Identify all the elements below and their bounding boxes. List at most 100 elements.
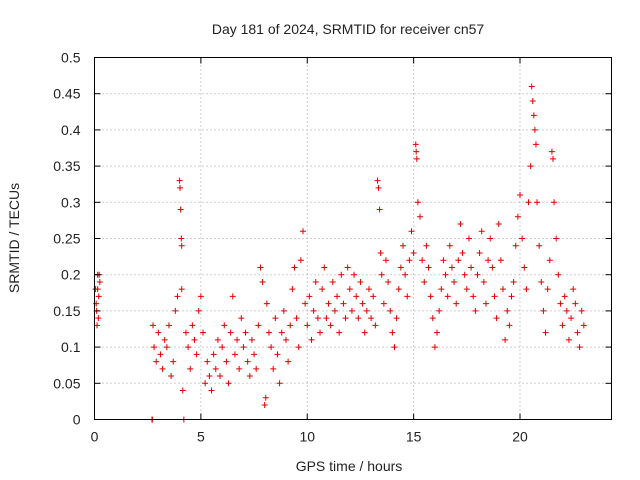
data-point	[374, 177, 381, 184]
data-point	[519, 235, 526, 242]
tick-labels: 0 0.05 0.1 0.15 0.2 0.25 0.3 0.35 0.4 0.45 0.5 0 5 10…	[53, 50, 528, 445]
data-point	[549, 155, 556, 162]
data-point	[414, 199, 421, 206]
data-point	[461, 271, 468, 278]
data-point	[304, 322, 311, 329]
data-point	[551, 199, 558, 206]
data-point	[293, 315, 300, 322]
data-point	[534, 199, 541, 206]
data-point	[546, 257, 553, 264]
data-point	[94, 286, 101, 293]
data-point	[242, 329, 249, 336]
data-point	[262, 394, 269, 401]
y-tick-label: 0.3	[61, 194, 81, 210]
data-point	[210, 351, 217, 358]
data-point	[506, 322, 513, 329]
y-tick-label: 0.45	[53, 86, 80, 102]
data-point	[353, 293, 360, 300]
data-point	[393, 315, 400, 322]
data-point	[455, 257, 462, 264]
data-point	[338, 271, 345, 278]
data-point	[412, 141, 419, 148]
data-point	[438, 286, 445, 293]
data-point	[555, 271, 562, 278]
y-tick-label: 0.15	[53, 303, 80, 319]
data-point	[208, 387, 215, 394]
data-point	[565, 336, 572, 343]
data-point	[478, 228, 485, 235]
data-point	[297, 257, 304, 264]
data-point	[270, 365, 277, 372]
data-point	[153, 358, 160, 365]
data-point	[178, 286, 185, 293]
y-tick-label: 0.05	[53, 375, 80, 391]
data-point	[363, 307, 370, 314]
data-point	[221, 322, 228, 329]
data-point	[246, 373, 253, 380]
data-point	[274, 351, 281, 358]
data-point	[489, 264, 496, 271]
data-point	[150, 322, 157, 329]
data-point	[375, 184, 382, 191]
data-point	[368, 315, 375, 322]
data-point	[321, 264, 328, 271]
data-point	[300, 228, 307, 235]
data-point	[402, 271, 409, 278]
data-point	[189, 322, 196, 329]
y-tick-label: 0.2	[61, 267, 81, 283]
y-tick-label: 0.1	[61, 339, 81, 355]
data-point	[542, 329, 549, 336]
data-point	[151, 344, 158, 351]
data-point	[177, 206, 184, 213]
data-point	[178, 235, 185, 242]
data-point	[540, 307, 547, 314]
data-point	[172, 307, 179, 314]
data-point	[538, 278, 545, 285]
data-point	[176, 177, 183, 184]
data-point	[276, 380, 283, 387]
data-point	[523, 286, 530, 293]
data-point	[94, 322, 101, 329]
data-point	[408, 228, 415, 235]
data-point	[559, 322, 566, 329]
data-point	[185, 344, 192, 351]
data-point	[391, 344, 398, 351]
data-point	[495, 221, 502, 228]
data-point	[285, 358, 292, 365]
data-point	[442, 271, 449, 278]
data-point	[95, 293, 102, 300]
data-point	[191, 336, 198, 343]
data-point	[482, 300, 489, 307]
data-point	[387, 307, 394, 314]
data-point	[200, 329, 207, 336]
data-point	[96, 278, 103, 285]
data-point	[329, 278, 336, 285]
data-point	[470, 293, 477, 300]
data-point	[474, 271, 481, 278]
data-point	[317, 329, 324, 336]
data-point	[302, 300, 309, 307]
data-point	[531, 126, 538, 133]
data-point	[179, 387, 186, 394]
data-point	[159, 365, 166, 372]
data-point	[493, 315, 500, 322]
data-point	[580, 322, 587, 329]
data-point	[404, 293, 411, 300]
data-point	[413, 148, 420, 155]
data-point	[348, 307, 355, 314]
data-point	[504, 307, 511, 314]
data-point	[257, 264, 264, 271]
data-point	[389, 329, 396, 336]
data-point	[323, 315, 330, 322]
data-point	[255, 322, 262, 329]
data-point	[251, 351, 258, 358]
data-point	[514, 213, 521, 220]
data-point	[268, 344, 275, 351]
data-point	[170, 358, 177, 365]
x-tick-label: 10	[299, 429, 315, 445]
data-point	[319, 286, 326, 293]
data-point	[357, 278, 364, 285]
data-point	[227, 329, 234, 336]
data-point	[178, 242, 185, 249]
